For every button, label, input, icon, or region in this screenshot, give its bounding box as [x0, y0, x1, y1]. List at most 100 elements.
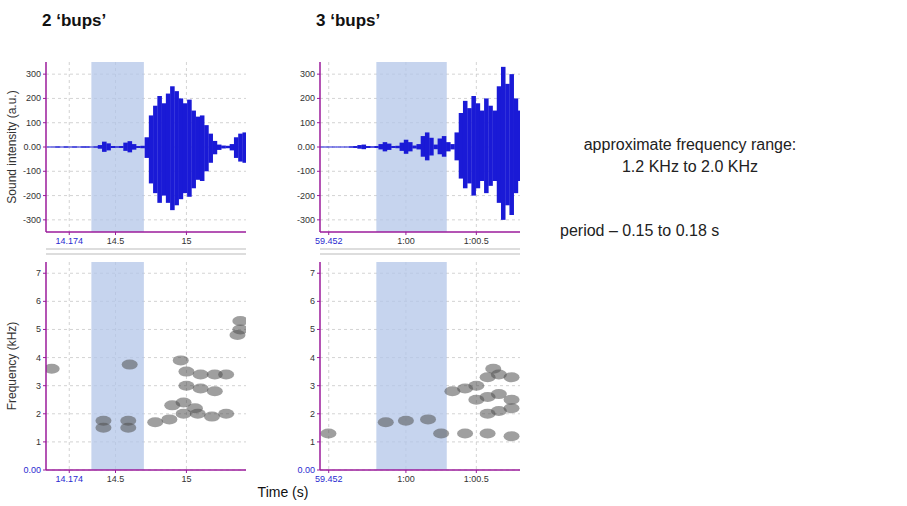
- spectrogram-blob: [378, 417, 394, 427]
- y-tick: [317, 385, 320, 386]
- waveform-sample: [459, 113, 464, 179]
- x-tick: [476, 232, 477, 235]
- waveform-sample: [353, 146, 358, 148]
- y-tick-label: -200: [297, 191, 315, 201]
- waveform-sample: [340, 146, 345, 148]
- waveform-sample: [336, 146, 341, 148]
- plot-area: [320, 62, 520, 232]
- y-tick-label: 2: [310, 409, 315, 419]
- y-tick: [43, 147, 46, 148]
- spectrogram-blob: [218, 369, 234, 379]
- waveform-sample: [421, 136, 426, 157]
- annotation: period – 0.15 to 0.18 s: [560, 222, 719, 239]
- waveform-sample: [400, 143, 405, 151]
- y-axis-title: Frequency (kHz): [5, 322, 19, 411]
- y-tick-label: 4: [36, 353, 41, 363]
- y-tick: [43, 470, 46, 471]
- separator: [320, 249, 520, 250]
- y-tick-label: 100: [300, 118, 315, 128]
- x-axis: [320, 469, 520, 471]
- waveform-sample: [153, 106, 158, 193]
- spectrogram-blob: [204, 412, 220, 422]
- grid-line: [328, 262, 329, 470]
- y-tick-label: 0.00: [297, 142, 315, 152]
- x-tick: [186, 470, 187, 473]
- waveform-sample: [509, 74, 514, 215]
- waveform-sample: [111, 146, 116, 148]
- waveform-sample: [345, 146, 350, 148]
- spectrogram-blob: [433, 428, 449, 438]
- waveform-sample: [162, 103, 167, 195]
- x-tick: [328, 232, 329, 235]
- spectrogram-blob: [122, 360, 138, 370]
- waveform-sample: [64, 146, 69, 147]
- waveform-sample: [514, 98, 519, 193]
- waveform-sample: [387, 144, 392, 150]
- y-tick: [43, 74, 46, 75]
- separator: [320, 254, 520, 255]
- spectrogram-blob: [95, 423, 111, 433]
- waveform-sample: [332, 146, 337, 148]
- y-tick-label: 1: [36, 437, 41, 447]
- figure: -300-200-1000.0010020030014.17414.5152 ‘…: [0, 0, 907, 506]
- separator: [46, 254, 246, 255]
- waveform-sample: [493, 111, 498, 181]
- x-tick-label: 1:00.5: [464, 474, 489, 484]
- waveform-sample: [505, 84, 510, 205]
- x-tick: [69, 232, 70, 235]
- y-tick: [43, 219, 46, 220]
- spectrogram-blob: [468, 381, 484, 391]
- x-tick: [328, 470, 329, 473]
- x-tick: [69, 470, 70, 473]
- spectrogram-blob: [504, 431, 520, 441]
- y-tick-label: 7: [310, 268, 315, 278]
- x-tick-label: 1:00.5: [464, 236, 489, 246]
- y-tick-label: 100: [26, 118, 41, 128]
- waveform-sample: [89, 146, 94, 148]
- waveform-sample: [68, 146, 73, 148]
- waveform-sample: [476, 103, 481, 188]
- grid-line: [46, 74, 246, 75]
- waveform-sample: [51, 146, 56, 148]
- panel-title: 3 ‘bups’: [316, 11, 380, 30]
- x-tick-label: 14.174: [55, 236, 83, 246]
- waveform-sample: [132, 144, 137, 150]
- y-tick: [317, 329, 320, 330]
- plot-area: [46, 262, 246, 470]
- waveform-sample: [102, 142, 107, 152]
- x-axis-title: Time (s): [258, 484, 309, 500]
- spectrogram-blob: [457, 428, 473, 438]
- waveform-sample: [208, 134, 213, 163]
- y-tick: [317, 171, 320, 172]
- y-tick-label: 3: [36, 381, 41, 391]
- waveform-sample: [200, 115, 205, 181]
- waveform-sample: [115, 146, 120, 147]
- x-axis: [46, 231, 246, 233]
- spectrogram-blob: [178, 367, 194, 377]
- plot-area: [320, 262, 519, 470]
- spectrogram-blob: [504, 403, 520, 413]
- waveform-sample: [85, 146, 90, 147]
- waveform-sample: [47, 146, 52, 148]
- y-tick: [317, 122, 320, 123]
- waveform-sample: [128, 141, 133, 152]
- y-tick-label: -200: [23, 191, 41, 201]
- waveform-sample: [366, 146, 371, 148]
- grid-line: [46, 329, 246, 330]
- waveform-sample: [349, 146, 354, 147]
- waveform-sample: [98, 145, 103, 149]
- y-tick-label: 7: [36, 268, 41, 278]
- y-tick: [317, 98, 320, 99]
- waveform-sample: [404, 140, 409, 154]
- y-tick: [43, 195, 46, 196]
- x-tick: [115, 232, 116, 235]
- waveform-sample: [488, 106, 493, 186]
- waveform-sample: [238, 134, 243, 162]
- grid-line: [69, 262, 70, 470]
- waveform-sample: [59, 146, 64, 148]
- waveform-sample: [412, 146, 417, 149]
- spectrogram-blob: [207, 386, 223, 396]
- y-tick-label: -300: [297, 215, 315, 225]
- x-tick: [405, 470, 406, 473]
- y-tick: [317, 147, 320, 148]
